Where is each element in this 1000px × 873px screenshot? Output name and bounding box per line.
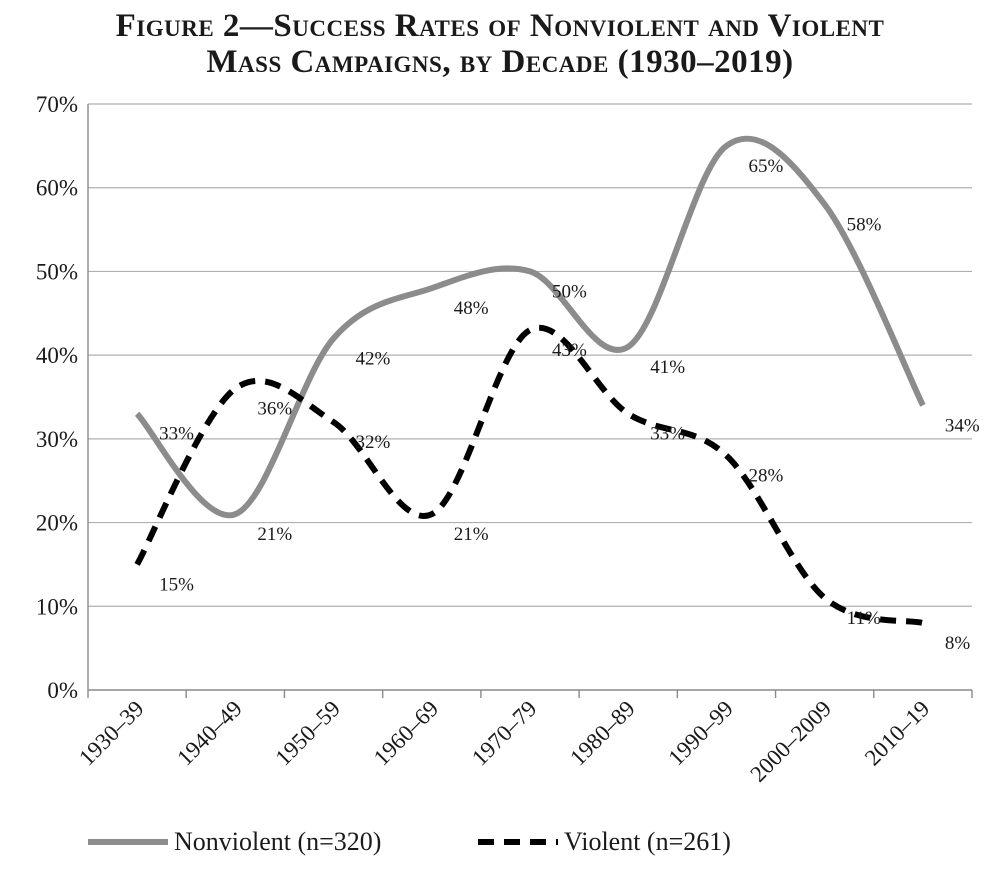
violent-data-label: 32% (356, 432, 391, 453)
violent-series-line (134, 324, 924, 626)
violent-data-label: 21% (454, 524, 489, 545)
axes (87, 104, 973, 698)
x-tick-label: 2010–19 (860, 696, 935, 771)
x-tick-label: 1940–49 (172, 696, 247, 771)
x-tick-label: 1960–69 (369, 696, 444, 771)
y-axis-ticks: 0% 10% 20% 30% 40% 50% 60% 70% (36, 92, 78, 703)
x-tick-label: 2000–2009 (745, 696, 836, 787)
x-tick-label: 1970–79 (467, 696, 542, 771)
y-tick-label: 40% (36, 343, 78, 368)
chart-title-line-2: Mass Campaigns, by Decade (1930–2019) (206, 44, 794, 80)
violent-data-label: 28% (748, 466, 783, 487)
nonviolent-series-line (134, 135, 926, 519)
x-tick-label: 1930–39 (74, 696, 149, 771)
nonviolent-data-label: 50% (552, 281, 587, 302)
x-tick-label: 1980–89 (565, 696, 640, 771)
nonviolent-data-label: 58% (847, 214, 882, 235)
nonviolent-data-label: 41% (650, 357, 685, 378)
violent-legend-label: Violent (n=261) (564, 827, 731, 856)
data-labels: 33% 21% 42% 48% 50% 41% 65% 58% 34% 15% 36% 32% 21% 4… (159, 156, 980, 654)
chart-title-line-1: Figure 2—Success Rates of Nonviolent and… (115, 8, 885, 44)
nonviolent-data-label: 42% (356, 348, 391, 369)
y-tick-label: 70% (36, 92, 78, 117)
series-lines (134, 135, 926, 626)
gridlines (88, 103, 972, 607)
y-tick-label: 20% (36, 511, 78, 536)
violent-data-label: 33% (650, 424, 685, 445)
y-tick-label: 10% (36, 594, 78, 619)
x-axis-ticks: 1930–39 1940–49 1950–59 1960–69 1970–79 1980–… (74, 696, 934, 787)
nonviolent-data-label: 33% (159, 424, 194, 445)
violent-data-label: 11% (847, 608, 881, 629)
chart-title: Figure 2—Success Rates of Nonviolent and… (0, 8, 1000, 80)
violent-data-label: 36% (257, 399, 292, 420)
violent-data-label: 43% (552, 340, 587, 361)
nonviolent-data-label: 65% (748, 156, 783, 177)
y-tick-label: 50% (36, 259, 78, 284)
x-tick-label: 1950–59 (270, 696, 345, 771)
y-tick-label: 60% (36, 176, 78, 201)
x-tick-label: 1990–99 (663, 696, 738, 771)
nonviolent-data-label: 48% (454, 298, 489, 319)
y-tick-label: 30% (36, 427, 78, 452)
legend: Nonviolent (n=320) Violent (n=261) (88, 827, 731, 856)
y-tick-label: 0% (47, 678, 78, 703)
nonviolent-data-label: 34% (945, 415, 980, 436)
violent-data-label: 15% (159, 574, 194, 595)
nonviolent-legend-label: Nonviolent (n=320) (174, 827, 381, 856)
nonviolent-data-label: 21% (257, 524, 292, 545)
violent-data-label: 8% (945, 633, 971, 654)
